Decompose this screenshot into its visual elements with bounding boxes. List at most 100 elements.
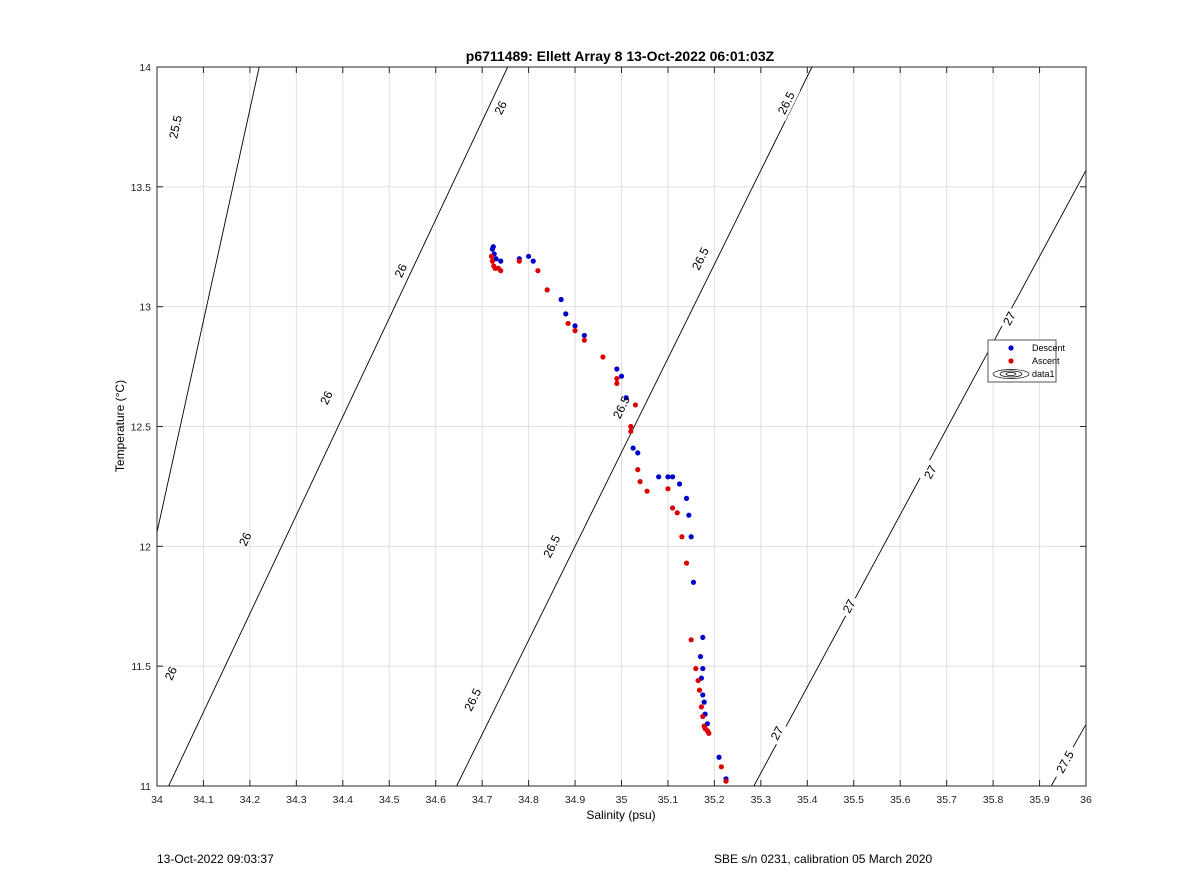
x-tick-label: 34	[151, 794, 163, 806]
ascent-point	[679, 534, 685, 540]
descent-point	[697, 653, 704, 660]
descent-point	[676, 481, 683, 487]
isopycnal-label: 26.5	[689, 245, 712, 272]
x-tick-label: 35.5	[844, 794, 865, 806]
ascent-point	[693, 665, 699, 672]
ascent-point	[718, 764, 724, 770]
isopycnal-line	[157, 67, 260, 535]
x-tick-label: 34.7	[472, 794, 493, 806]
ascent-point	[628, 428, 634, 434]
ascent-point	[516, 258, 522, 264]
descent-point	[623, 395, 629, 401]
legend-label-ascent: Ascent	[1032, 356, 1060, 366]
y-tick-label: 13	[139, 302, 151, 314]
x-tick-label: 35.2	[704, 794, 725, 806]
ascent-point	[614, 375, 620, 382]
descent-point	[489, 246, 495, 252]
ascent-point	[572, 328, 578, 334]
ascent-point	[498, 268, 504, 274]
x-tick-label: 35.3	[751, 794, 772, 806]
ascent-point	[544, 287, 550, 293]
isopycnal-label: 26	[236, 530, 254, 548]
chart-title: p6711489: Ellett Array 8 13-Oct-2022 06:…	[466, 48, 775, 64]
x-tick-label: 35.8	[983, 794, 1004, 806]
descent-point	[690, 579, 697, 585]
x-tick-label: 34.4	[333, 794, 354, 806]
ascent-point	[698, 704, 704, 710]
descent-point	[669, 474, 676, 480]
isopycnal-label: 26	[392, 261, 410, 279]
x-tick-label: 35.7	[936, 794, 957, 806]
legend-label-descent: Descent	[1032, 343, 1066, 353]
isopycnal-label: 27.5	[1053, 748, 1077, 776]
descent-point	[558, 296, 564, 303]
x-tick-label: 34.5	[379, 794, 400, 806]
isopycnal-line	[456, 67, 813, 786]
ascent-point	[669, 505, 676, 511]
descent-point	[700, 692, 706, 698]
ascent-point	[535, 268, 541, 274]
ascent-point	[489, 258, 495, 264]
isopycnal-label: 26.5	[610, 393, 633, 420]
isopycnal-label: 26	[492, 98, 510, 116]
descent-point	[526, 253, 532, 259]
descent-point	[530, 258, 536, 264]
descent-point	[614, 366, 620, 372]
descent-point	[572, 323, 578, 329]
y-tick-label: 13.5	[131, 182, 152, 194]
ascent-point	[614, 380, 620, 386]
descent-point	[701, 699, 707, 705]
ascent-point	[688, 637, 694, 643]
x-tick-label: 35.4	[797, 794, 818, 806]
descent-point	[493, 256, 499, 262]
y-axis-label: Temperature (°C)	[113, 380, 127, 472]
isopycnal-line	[168, 67, 509, 786]
y-tick-label: 11.5	[131, 661, 151, 673]
axis-ticks: 34 34.1 34.2 34.3 34.4 34.5 34.6 34.7 34.8 34.9 35…	[131, 62, 1092, 806]
x-tick-label: 34.9	[565, 794, 586, 806]
ascent-point	[581, 337, 587, 343]
isopycnal-label: 27	[768, 724, 787, 743]
x-tick-label: 34.6	[425, 794, 446, 806]
ascent-point	[696, 687, 703, 693]
ascent-point	[665, 486, 671, 492]
legend: Descent Ascent data1	[987, 339, 1066, 383]
ascent-point	[700, 713, 706, 720]
ascent-point	[628, 423, 634, 430]
ascent-point	[488, 253, 495, 259]
grid-lines	[156, 66, 1087, 787]
x-tick-label: 35	[616, 794, 628, 806]
ascent-point	[565, 320, 571, 327]
y-tick-label: 12.5	[131, 422, 152, 434]
ascent-point	[723, 778, 729, 784]
ascent-point	[637, 479, 643, 485]
x-tick-label: 35.1	[658, 794, 679, 806]
y-tick-label: 11	[140, 781, 151, 793]
descent-point	[656, 474, 662, 480]
x-tick-label: 35.6	[890, 794, 911, 806]
ascent-point	[683, 560, 690, 566]
isopycnal-label: 25.5	[166, 114, 185, 140]
descent-point	[665, 474, 671, 480]
descent-point	[618, 373, 625, 379]
footer-timestamp: 13-Oct-2022 09:03:37	[157, 852, 274, 866]
descent-point	[498, 258, 504, 264]
legend-marker-descent	[1008, 345, 1014, 351]
isopycnal-label: 26	[317, 388, 335, 406]
isopycnal-label: 26	[162, 664, 180, 682]
isopycnal-line	[753, 169, 1086, 786]
x-tick-label: 34.8	[518, 794, 539, 806]
legend-label-data1: data1	[1032, 369, 1055, 379]
ascent-point	[644, 488, 650, 494]
x-tick-label: 34.1	[193, 794, 214, 806]
x-tick-label: 34.2	[240, 794, 261, 806]
ascent-point	[695, 677, 701, 684]
data-points	[488, 244, 729, 784]
descent-point	[581, 332, 587, 339]
descent-point	[700, 665, 706, 672]
isopycnal-contours	[157, 67, 1086, 786]
x-tick-label: 35.9	[1029, 794, 1050, 806]
isopycnal-label: 27	[921, 463, 940, 482]
descent-point	[563, 311, 569, 317]
